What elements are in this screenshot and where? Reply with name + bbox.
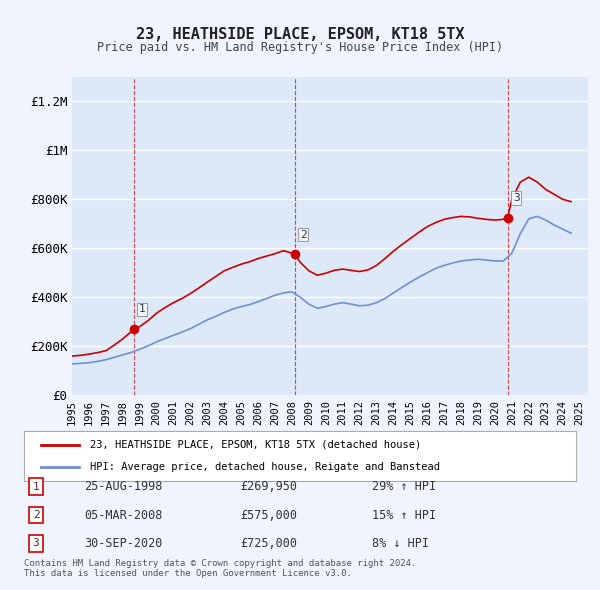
Text: 3: 3 <box>513 193 520 203</box>
Text: 3: 3 <box>32 539 40 548</box>
Text: 1: 1 <box>32 482 40 491</box>
Text: 25-AUG-1998: 25-AUG-1998 <box>84 480 163 493</box>
Text: £269,950: £269,950 <box>240 480 297 493</box>
Text: £725,000: £725,000 <box>240 537 297 550</box>
Text: 30-SEP-2020: 30-SEP-2020 <box>84 537 163 550</box>
Text: 1: 1 <box>139 304 146 314</box>
Text: 8% ↓ HPI: 8% ↓ HPI <box>372 537 429 550</box>
Text: Price paid vs. HM Land Registry's House Price Index (HPI): Price paid vs. HM Land Registry's House … <box>97 41 503 54</box>
Text: 23, HEATHSIDE PLACE, EPSOM, KT18 5TX (detached house): 23, HEATHSIDE PLACE, EPSOM, KT18 5TX (de… <box>90 440 421 450</box>
Text: 2: 2 <box>300 230 307 240</box>
Text: 23, HEATHSIDE PLACE, EPSOM, KT18 5TX: 23, HEATHSIDE PLACE, EPSOM, KT18 5TX <box>136 27 464 41</box>
Text: HPI: Average price, detached house, Reigate and Banstead: HPI: Average price, detached house, Reig… <box>90 462 440 472</box>
Text: 05-MAR-2008: 05-MAR-2008 <box>84 509 163 522</box>
Text: 15% ↑ HPI: 15% ↑ HPI <box>372 509 436 522</box>
Text: Contains HM Land Registry data © Crown copyright and database right 2024.
This d: Contains HM Land Registry data © Crown c… <box>24 559 416 578</box>
Text: 29% ↑ HPI: 29% ↑ HPI <box>372 480 436 493</box>
Text: £575,000: £575,000 <box>240 509 297 522</box>
Text: 2: 2 <box>32 510 40 520</box>
